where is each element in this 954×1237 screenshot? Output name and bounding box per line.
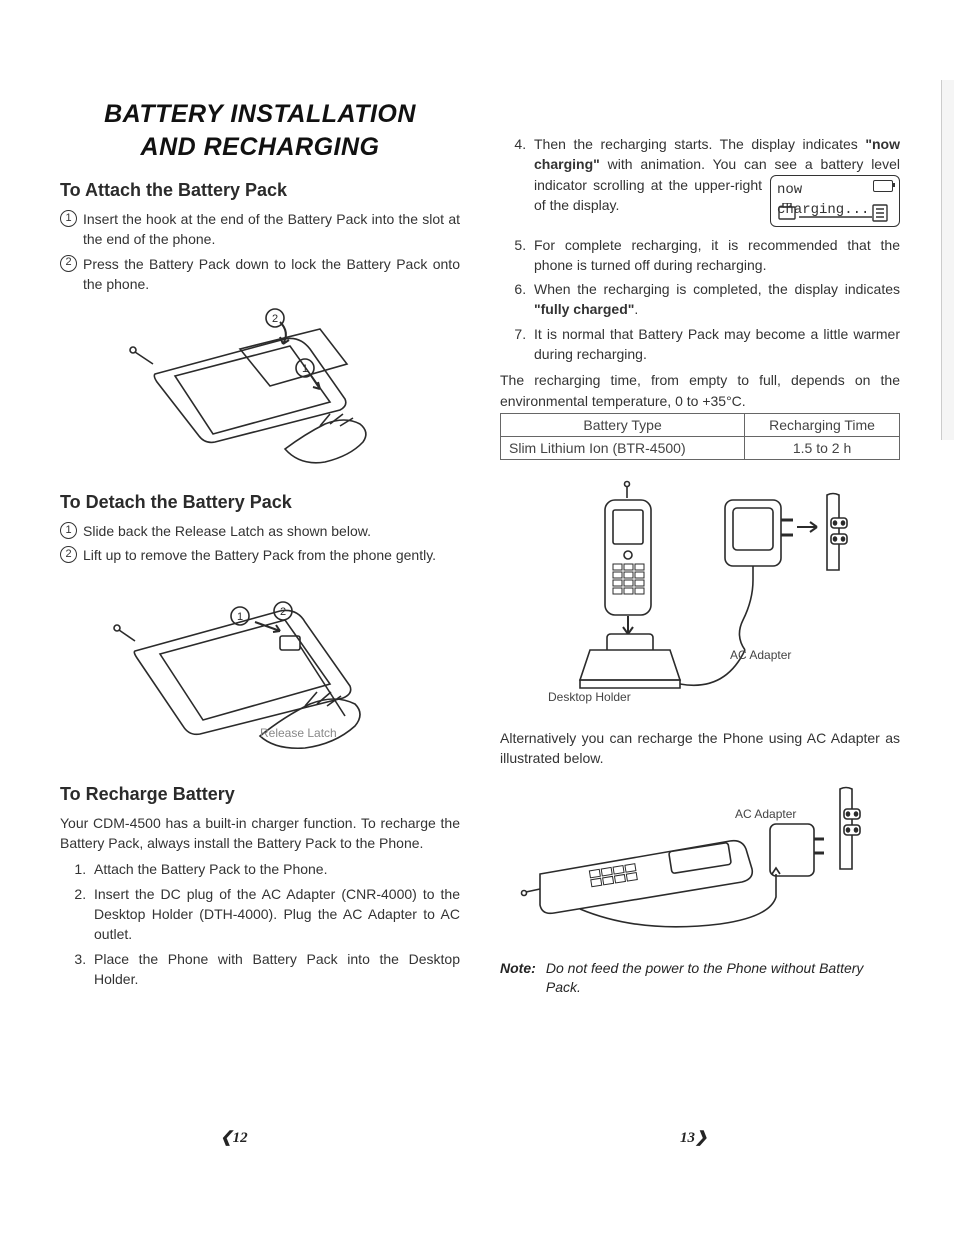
step4-mid-a: with animation. You can see a xyxy=(600,156,821,172)
recharge-alt-text: Alternatively you can recharge the Phone… xyxy=(500,728,900,769)
manual-page-spread: BATTERY INSTALLATION AND RECHARGING To A… xyxy=(0,0,954,1237)
recharge-time-table: Battery Type Recharging Time Slim Lithiu… xyxy=(500,413,900,460)
page-number-left-value: 12 xyxy=(233,1130,248,1146)
detach-step-1: 1 Slide back the Release Latch as shown … xyxy=(60,521,460,541)
main-title-line1: BATTERY INSTALLATION xyxy=(60,100,460,129)
direct-charge-illustration: AC Adapter xyxy=(500,779,900,939)
table-header-time: Recharging Time xyxy=(745,413,900,436)
svg-text:1: 1 xyxy=(237,611,243,623)
detach-steps: 1 Slide back the Release Latch as shown … xyxy=(60,521,460,566)
step6-prefix: When the recharging is completed, the di… xyxy=(534,281,900,297)
recharge-step-4: Then the recharging starts. The display … xyxy=(530,134,900,231)
recharge-steps-4-7: Then the recharging starts. The display … xyxy=(500,134,900,364)
note-label: Note: xyxy=(500,959,542,979)
attach-step-1: 1 Insert the hook at the end of the Batt… xyxy=(60,209,460,250)
recharge-step-5: For complete recharging, it is recommend… xyxy=(530,235,900,276)
step4-prefix: Then the recharging starts. The display … xyxy=(534,136,865,152)
circled-number-icon: 1 xyxy=(60,522,77,539)
attach-heading: To Attach the Battery Pack xyxy=(60,180,460,201)
main-title-line2: AND RECHARGING xyxy=(60,133,460,162)
attach-step-1-text: Insert the hook at the end of the Batter… xyxy=(83,209,460,250)
desktop-holder-illustration: Desktop Holder AC Adapter xyxy=(500,480,900,710)
recharge-step-6: When the recharging is completed, the di… xyxy=(530,279,900,320)
circled-number-icon: 2 xyxy=(60,546,77,563)
right-column: Then the recharging starts. The display … xyxy=(500,100,900,1197)
circled-number-icon: 2 xyxy=(60,255,77,272)
page-number-right: 13❯ xyxy=(680,1128,708,1147)
step-label-2: 2 xyxy=(272,313,278,325)
scan-artifact xyxy=(941,80,954,440)
page-number-right-value: 13 xyxy=(680,1130,695,1146)
recharge-heading: To Recharge Battery xyxy=(60,784,460,805)
detach-heading: To Detach the Battery Pack xyxy=(60,492,460,513)
battery-indicator-icon xyxy=(873,180,893,192)
table-header-type: Battery Type xyxy=(501,413,745,436)
ac-adapter-label-2: AC Adapter xyxy=(735,807,796,821)
svg-text:2: 2 xyxy=(280,606,286,618)
phone-display-mock: now charging... xyxy=(770,175,900,227)
recharge-note: Note: Do not feed the power to the Phone… xyxy=(500,959,900,998)
detach-step-2: 2 Lift up to remove the Battery Pack fro… xyxy=(60,545,460,565)
step6-suffix: . xyxy=(634,301,638,317)
attach-step-2-text: Press the Battery Pack down to lock the … xyxy=(83,254,460,295)
recharge-step-3: Place the Phone with Battery Pack into t… xyxy=(90,949,460,990)
recharge-step-2: Insert the DC plug of the AC Adapter (CN… xyxy=(90,884,460,945)
attach-illustration: 1 2 xyxy=(60,304,460,474)
detach-step-2-text: Lift up to remove the Battery Pack from … xyxy=(83,545,460,565)
recharge-intro: Your CDM-4500 has a built-in charger fun… xyxy=(60,813,460,854)
left-column: BATTERY INSTALLATION AND RECHARGING To A… xyxy=(60,100,460,1197)
page-number-left: ❮12 xyxy=(220,1128,248,1147)
step6-quoted: "fully charged" xyxy=(534,301,634,317)
attach-steps: 1 Insert the hook at the end of the Batt… xyxy=(60,209,460,294)
circled-number-icon: 1 xyxy=(60,210,77,227)
desktop-holder-label: Desktop Holder xyxy=(548,690,631,704)
attach-step-2: 2 Press the Battery Pack down to lock th… xyxy=(60,254,460,295)
ac-adapter-label: AC Adapter xyxy=(730,648,791,662)
table-cell-type: Slim Lithium Ion (BTR-4500) xyxy=(501,436,745,459)
note-text: Do not feed the power to the Phone witho… xyxy=(546,959,876,998)
detach-step-1-text: Slide back the Release Latch as shown be… xyxy=(83,521,460,541)
recharge-step-1: Attach the Battery Pack to the Phone. xyxy=(90,859,460,879)
detach-illustration: 1 2 Release Latch xyxy=(60,576,460,766)
recharge-closing: The recharging time, from empty to full,… xyxy=(500,370,900,411)
table-row: Slim Lithium Ion (BTR-4500) 1.5 to 2 h xyxy=(501,436,900,459)
recharge-step-7: It is normal that Battery Pack may becom… xyxy=(530,324,900,365)
recharge-steps-1-3: Attach the Battery Pack to the Phone. In… xyxy=(60,859,460,989)
release-latch-label: Release Latch xyxy=(260,726,337,740)
table-cell-time: 1.5 to 2 h xyxy=(745,436,900,459)
step-label-1: 1 xyxy=(302,363,308,375)
